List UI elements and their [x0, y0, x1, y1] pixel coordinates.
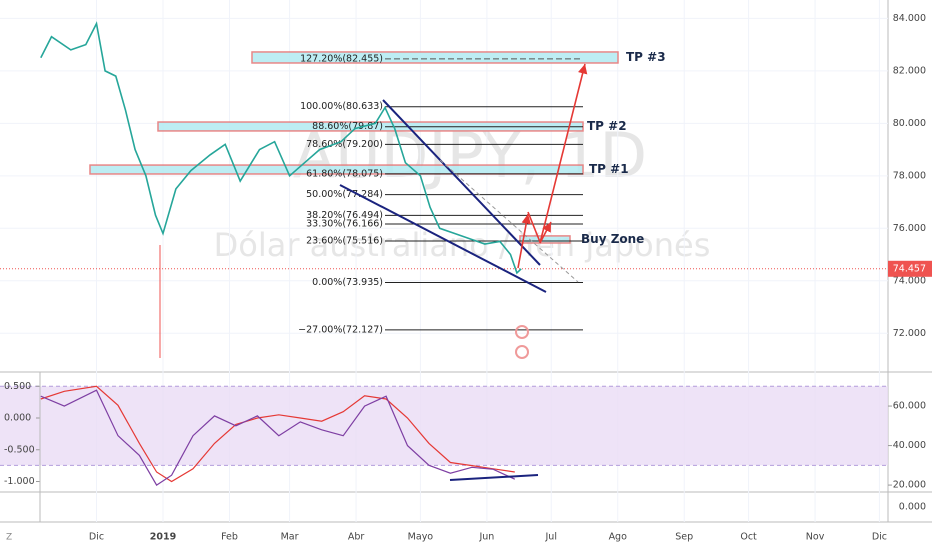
fib-label: 127.20%(82.455): [300, 53, 383, 64]
y2-tick-label: 60.000: [893, 401, 926, 412]
y2-tick-label: 20.000: [893, 480, 926, 491]
x-tick-label: Mayo: [408, 532, 434, 543]
x-tick-label: Abr: [348, 532, 365, 543]
zone-label: TP #2: [587, 119, 627, 133]
x-tick-label: Feb: [221, 532, 238, 543]
x-tick-label: Oct: [740, 532, 757, 543]
y2-tick-label: 40.000: [893, 440, 926, 451]
event-icon: [515, 325, 529, 339]
x-tick-label: Mar: [281, 532, 299, 543]
projection-arrow: [539, 63, 588, 244]
fib-label: 78.60%(79.200): [306, 139, 383, 150]
y-tick-label: 0.500: [4, 381, 31, 392]
x-tick-label: Jul: [545, 532, 557, 543]
fib-label: 23.60%(75.516): [306, 235, 383, 246]
indicator-line: [40, 385, 515, 483]
zone-label: TP #3: [626, 50, 666, 64]
zone-label: TP #1: [589, 162, 629, 176]
y-tick-label: 0.000: [4, 413, 31, 424]
x-tick-label: Dic: [89, 532, 104, 543]
y-tick-label: 76.000: [893, 223, 926, 234]
projection-arrow: [539, 221, 552, 244]
y-tick-label: 72.000: [893, 328, 926, 339]
projection-arrow: [527, 211, 541, 243]
price-line: [40, 21, 522, 275]
fib-label: 61.80%(78.075): [306, 168, 383, 179]
fib-label: −27.00%(72.127): [298, 324, 383, 335]
y-tick-label: -1.000: [4, 476, 35, 487]
y3-tick-label: 0.000: [899, 502, 926, 513]
y-tick-label: 84.000: [893, 13, 926, 24]
x-tick-label: Dic: [872, 532, 887, 543]
last-price-label: 74.457: [893, 263, 926, 274]
last-price-tag: [888, 260, 932, 277]
x-tick-label: Nov: [806, 532, 825, 543]
y-tick-label: 82.000: [893, 65, 926, 76]
trend-line: [382, 99, 541, 266]
indicator-band: [0, 386, 888, 466]
target-zone: [251, 51, 619, 64]
target-zone: [89, 164, 584, 175]
fib-label: 50.00%(77.284): [306, 189, 383, 200]
target-zone: [519, 235, 571, 244]
divergence-line: [449, 474, 539, 481]
y-tick-label: 74.000: [893, 275, 926, 286]
trend-line-dashed: [439, 159, 579, 283]
y-tick-label: -0.500: [4, 444, 35, 455]
fib-label: 88.60%(79.87): [312, 121, 383, 132]
y-tick-label: 78.000: [893, 170, 926, 181]
indicator-line: [40, 389, 516, 486]
x-tick-label: Jun: [478, 532, 494, 543]
fib-label: 38.20%(76.494): [306, 210, 383, 221]
x-tick-label: Ago: [609, 532, 628, 543]
projection-arrow: [517, 213, 531, 269]
fib-label: 0.00%(73.935): [312, 277, 383, 288]
trend-line: [339, 184, 547, 293]
y-tick-label: 80.000: [893, 118, 926, 129]
x-tick-label: 2019: [150, 532, 176, 543]
event-icon: [515, 345, 529, 359]
zone-label: Buy Zone: [581, 232, 644, 246]
fib-label: 33.30%(76.166): [306, 218, 383, 229]
x-tick-label: Sep: [675, 532, 693, 543]
watermark-subtitle: Dólar australiano / Yen japonés: [214, 226, 711, 264]
icon-z: Z: [6, 533, 12, 543]
fib-label: 100.00%(80.633): [300, 101, 383, 112]
